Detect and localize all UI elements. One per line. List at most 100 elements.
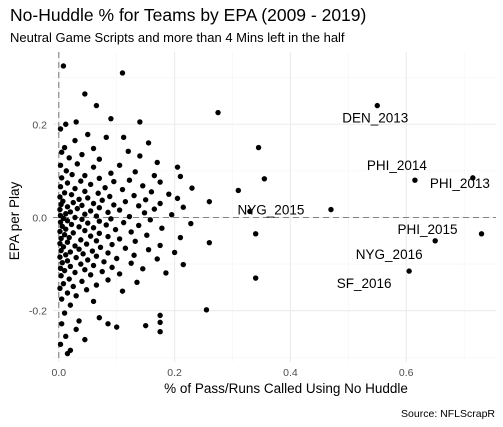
data-point: [203, 307, 210, 313]
data-point: [132, 169, 138, 175]
data-point: [83, 241, 90, 247]
data-point: [67, 302, 74, 308]
data-point: [89, 248, 96, 254]
data-point: [82, 266, 88, 273]
data-point: [154, 256, 160, 262]
labeled-data-point: [412, 177, 418, 183]
data-point: [57, 194, 63, 200]
data-point: [252, 231, 259, 237]
data-point: [157, 312, 163, 319]
data-point: [63, 252, 69, 258]
data-point: [177, 173, 184, 180]
data-point: [90, 298, 97, 305]
data-point: [151, 206, 158, 212]
data-point: [189, 185, 195, 191]
data-point: [70, 230, 76, 236]
point-label: DEN_2013: [342, 111, 408, 126]
data-point: [101, 259, 107, 265]
data-point: [137, 153, 143, 159]
point-label: NYG_2016: [356, 247, 423, 262]
data-point: [78, 237, 84, 243]
data-point: [76, 246, 82, 252]
data-point: [87, 208, 94, 214]
data-point: [69, 171, 75, 178]
data-point: [177, 234, 184, 241]
data-point: [74, 161, 81, 167]
y-tick-label: -0.2: [29, 306, 47, 318]
data-point: [134, 279, 140, 285]
data-point: [112, 226, 119, 233]
data-point: [64, 239, 71, 245]
data-point: [63, 168, 70, 174]
data-point: [122, 198, 129, 205]
data-point: [215, 109, 221, 116]
data-point: [64, 350, 71, 357]
data-point: [66, 155, 72, 161]
data-point: [78, 178, 84, 184]
data-point: [116, 236, 123, 242]
x-tick-label: 0.0: [51, 367, 66, 379]
data-point: [96, 230, 103, 237]
data-point: [113, 324, 120, 330]
data-point: [120, 219, 127, 226]
data-point: [108, 115, 114, 122]
data-point: [82, 172, 88, 179]
data-point: [66, 276, 72, 282]
data-point: [90, 225, 97, 231]
data-point: [58, 273, 64, 279]
data-point: [82, 227, 88, 234]
data-point: [70, 283, 76, 290]
data-point: [144, 232, 150, 238]
data-point: [87, 181, 94, 188]
data-point: [188, 220, 194, 227]
data-point: [126, 213, 133, 220]
data-point: [76, 318, 82, 324]
data-point: [59, 260, 65, 266]
data-point: [72, 214, 78, 221]
data-point: [105, 250, 111, 256]
data-point: [72, 243, 78, 249]
data-point: [102, 184, 108, 191]
labeled-data-point: [328, 206, 334, 213]
data-point: [72, 137, 78, 144]
data-point: [131, 252, 137, 258]
data-point: [73, 326, 79, 333]
data-point: [58, 247, 64, 254]
data-point: [95, 190, 101, 196]
data-point: [116, 207, 123, 213]
x-tick-label: 0.6: [399, 367, 414, 379]
data-point: [93, 213, 100, 219]
data-point: [64, 258, 71, 264]
data-point: [79, 216, 85, 223]
data-point: [159, 225, 165, 231]
data-point: [66, 234, 72, 241]
chart-title: No-Huddle % for Teams by EPA (2009 - 201…: [10, 5, 366, 25]
chart-subtitle: Neutral Game Scripts and more than 4 Min…: [10, 30, 345, 45]
data-point: [169, 211, 175, 218]
data-point: [63, 226, 69, 232]
data-point: [57, 240, 63, 247]
point-label: NYG_2015: [238, 203, 305, 218]
data-point: [141, 210, 148, 216]
data-point: [64, 290, 71, 296]
data-point: [57, 341, 64, 347]
data-point: [85, 131, 91, 138]
data-point: [57, 184, 64, 190]
data-point: [105, 321, 111, 327]
data-point: [68, 191, 75, 198]
data-point: [93, 282, 100, 288]
x-tick-label: 0.4: [283, 367, 298, 379]
data-point: [73, 254, 79, 261]
data-point: [105, 277, 111, 283]
data-point: [83, 287, 90, 293]
data-point: [58, 321, 65, 327]
data-point: [166, 191, 172, 197]
data-point: [151, 172, 158, 179]
data-point: [96, 156, 103, 162]
data-point: [131, 192, 137, 199]
data-point: [247, 208, 253, 215]
data-point: [120, 134, 127, 141]
labeled-data-point: [432, 238, 438, 244]
